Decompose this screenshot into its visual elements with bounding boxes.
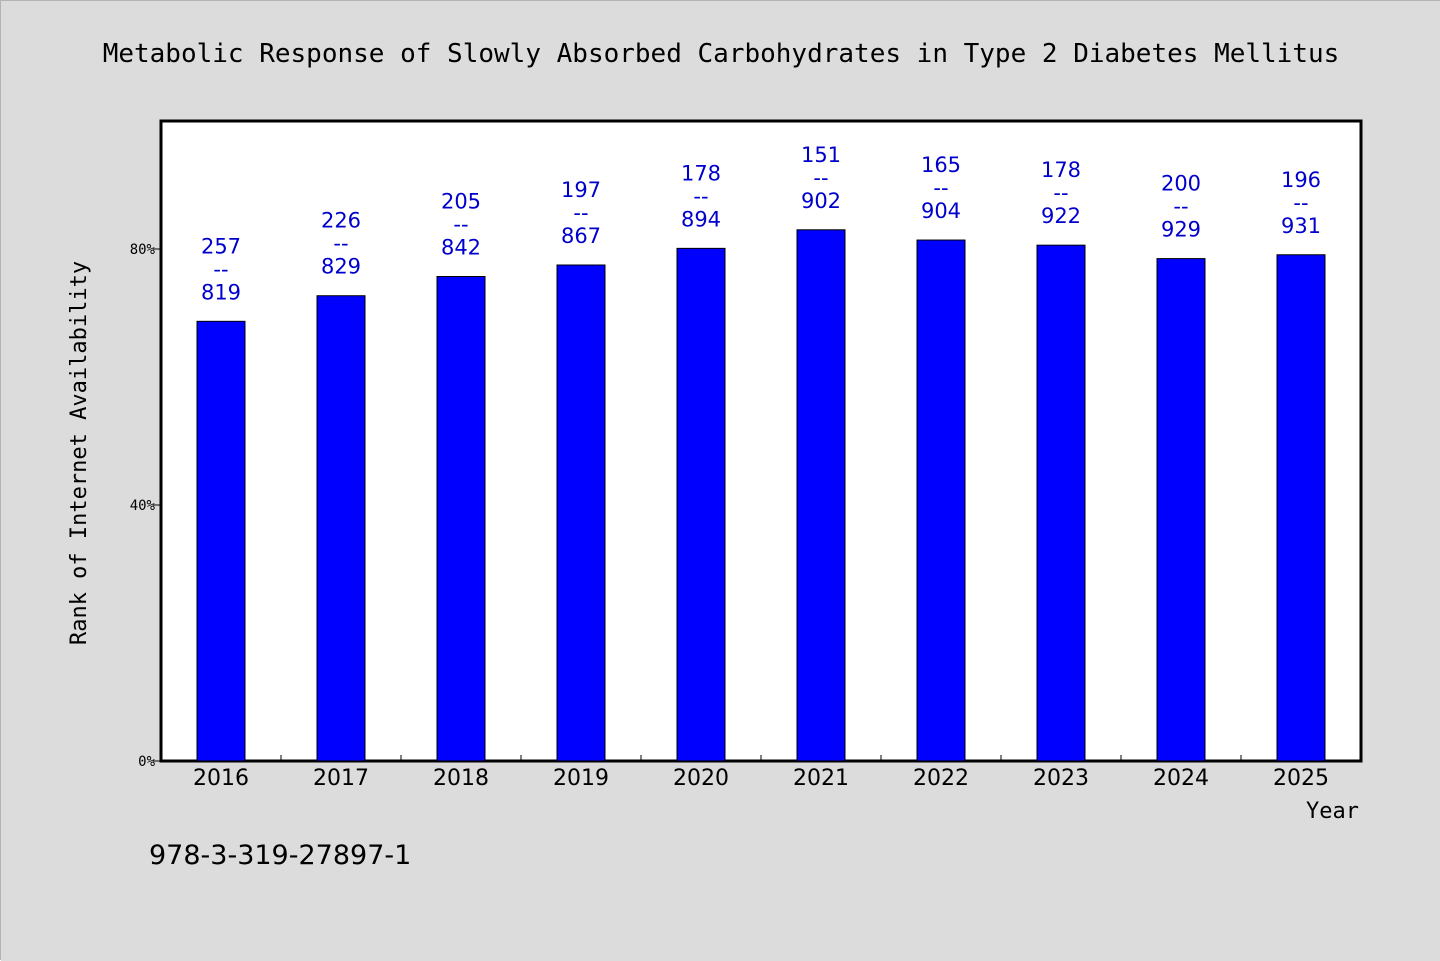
y-tick-label: 0% <box>138 754 155 770</box>
bar-2019 <box>556 264 606 762</box>
data-label-top-2021: 151 <box>801 143 841 167</box>
data-label-sep-2017: -- <box>333 232 348 256</box>
x-tick-label-2019: 2019 <box>553 766 609 791</box>
x-tick-label-2020: 2020 <box>673 766 729 791</box>
x-tick-label-2022: 2022 <box>913 766 969 791</box>
data-label-top-2017: 226 <box>321 209 361 233</box>
y-axis-label: Rank of Internet Availability <box>67 261 92 645</box>
x-tick-label-2024: 2024 <box>1153 766 1209 791</box>
x-axis-label: Year <box>1306 799 1359 824</box>
data-label-sep-2016: -- <box>213 257 228 281</box>
data-label-sep-2023: -- <box>1053 181 1068 205</box>
isbn-footer: 978-3-319-27897-1 <box>149 840 411 871</box>
data-label-sep-2018: -- <box>453 213 468 237</box>
data-label-top-2024: 200 <box>1161 172 1201 196</box>
data-label-bottom-2022: 904 <box>921 199 961 223</box>
bar-2024 <box>1156 258 1206 762</box>
y-axis-ticks: 0% 40% 80% <box>130 242 161 770</box>
x-tick-label-2021: 2021 <box>793 766 849 791</box>
data-label-bottom-2025: 931 <box>1281 214 1321 238</box>
bar-2021 <box>796 229 846 762</box>
data-label-bottom-2023: 922 <box>1041 204 1081 228</box>
data-label-sep-2021: -- <box>813 166 828 190</box>
y-tick-label: 80% <box>130 242 156 258</box>
data-label-sep-2024: -- <box>1173 195 1188 219</box>
data-label-sep-2020: -- <box>693 184 708 208</box>
data-label-sep-2022: -- <box>933 176 948 200</box>
data-label-bottom-2018: 842 <box>441 236 481 260</box>
data-label-top-2018: 205 <box>441 190 481 214</box>
chart-title: Metabolic Response of Slowly Absorbed Ca… <box>103 39 1340 69</box>
data-label-top-2019: 197 <box>561 178 601 202</box>
data-label-bottom-2020: 894 <box>681 207 721 231</box>
x-tick-label-2023: 2023 <box>1033 766 1089 791</box>
data-label-top-2022: 165 <box>921 153 961 177</box>
data-label-bottom-2017: 829 <box>321 255 361 279</box>
data-label-top-2016: 257 <box>201 234 241 258</box>
bar-2018 <box>436 276 486 762</box>
x-tick-label-2017: 2017 <box>313 766 369 791</box>
data-label-top-2025: 196 <box>1281 168 1321 192</box>
x-axis-ticks: 2016 2017 2018 2019 2020 2021 2022 2023 2024 2025 <box>193 755 1329 791</box>
bar-2025 <box>1276 254 1326 762</box>
x-tick-label-2016: 2016 <box>193 766 249 791</box>
data-labels-group: 257--819226--829205--842197--867178--894… <box>201 143 1321 305</box>
data-label-bottom-2019: 867 <box>561 224 601 248</box>
data-label-bottom-2021: 902 <box>801 189 841 213</box>
bar-2022 <box>916 239 966 762</box>
data-label-sep-2025: -- <box>1293 191 1308 215</box>
bar-2020 <box>676 247 726 762</box>
bar-2017 <box>316 295 366 762</box>
data-label-bottom-2024: 929 <box>1161 218 1201 242</box>
x-tick-label-2025: 2025 <box>1273 766 1329 791</box>
bar-2023 <box>1036 244 1086 762</box>
data-label-top-2020: 178 <box>681 161 721 185</box>
data-label-sep-2019: -- <box>573 201 588 225</box>
x-tick-label-2018: 2018 <box>433 766 489 791</box>
bars-group <box>196 229 1326 762</box>
bar-2016 <box>196 320 246 762</box>
data-label-bottom-2016: 819 <box>201 280 241 304</box>
y-tick-label: 40% <box>130 498 156 514</box>
data-label-top-2023: 178 <box>1041 158 1081 182</box>
